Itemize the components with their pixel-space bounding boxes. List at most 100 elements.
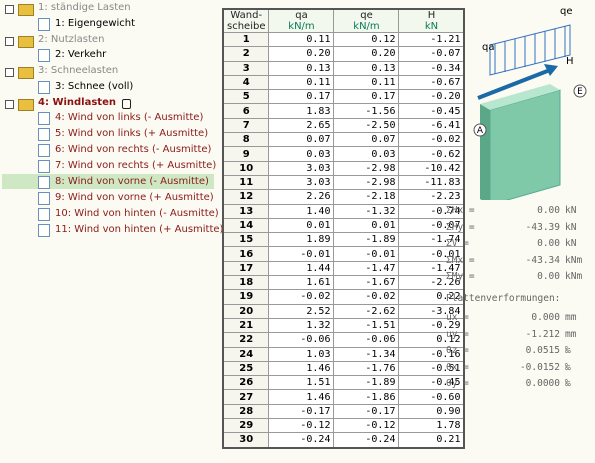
table-cell: 1.89: [268, 232, 335, 248]
table-cell: 0.07: [333, 132, 400, 148]
table-row: 14 0.01 0.01 -0.07: [222, 217, 465, 234]
table-cell: 4: [222, 74, 270, 91]
result-label: θz =: [446, 345, 469, 356]
table-cell: -0.02: [268, 289, 335, 305]
header-unit: kN: [424, 21, 439, 32]
table-cell: -0.12: [268, 418, 335, 434]
table-cell: -0.24: [333, 432, 400, 449]
selection: [2, 174, 214, 189]
table-cell: -1.32: [333, 203, 400, 219]
result-value: 0.0515: [525, 345, 560, 356]
header-line: H: [427, 10, 436, 21]
table-cell: 5: [222, 89, 270, 105]
result-label: ΣMx =: [446, 254, 475, 266]
case-icon: [38, 176, 50, 189]
table-cell: -0.60: [398, 389, 465, 405]
table-cell: 14: [222, 217, 270, 234]
case-label: 10: Wind von hinten (- Ausmitte): [55, 208, 219, 219]
table-cell: -0.74: [398, 203, 465, 219]
lock-icon: [122, 98, 131, 109]
table-cell: 3.03: [268, 160, 335, 176]
case-label: 2: Verkehr: [55, 49, 107, 60]
label-e: E: [577, 87, 583, 97]
result-value: 0.0000: [525, 378, 560, 389]
result-label: uy =: [446, 328, 469, 340]
case-icon: [38, 160, 50, 173]
table-cell: 24: [222, 346, 270, 362]
table-cell: -6.41: [398, 117, 465, 134]
group-label: 2: Nutzlasten: [38, 33, 105, 45]
result-unit: mm: [565, 312, 577, 323]
marker-a: [473, 123, 487, 137]
folder-icon: [18, 67, 34, 79]
result-unit: kNm: [565, 271, 583, 282]
header-line: qe: [360, 10, 373, 21]
table-cell: 10: [222, 160, 270, 176]
label-a: A: [477, 126, 484, 136]
table-cell: 1.44: [268, 260, 335, 277]
case-icon: [38, 224, 50, 237]
table-row: 13 1.40 -1.32 -0.74: [222, 203, 465, 219]
arrow-head: [544, 64, 558, 76]
table-cell: 12: [222, 189, 270, 205]
column-header: qe kN/m: [333, 8, 400, 33]
case-label: 6: Wind von rechts (- Ausmitte): [55, 144, 212, 155]
result-value: 0.00: [537, 271, 560, 282]
table-cell: -1.89: [333, 375, 400, 391]
table-cell: 2.52: [268, 303, 335, 319]
table-cell: -2.98: [333, 174, 400, 191]
table-row: 9 0.03 0.03 -0.62: [222, 146, 465, 162]
result-label: ΣHx =: [446, 205, 475, 216]
table-row: 8 0.07 0.07 -0.02: [222, 132, 465, 148]
table-row: 12 2.26 -2.18 -2.23: [222, 189, 465, 205]
group-label: 3: Schneelasten: [38, 65, 119, 76]
table-cell: 0.03: [333, 146, 400, 162]
result-unit: mm: [565, 328, 577, 340]
table-cell: -0.24: [268, 432, 335, 449]
wall-side: [480, 104, 490, 200]
header-line: Wand-: [230, 10, 263, 21]
table-row: 10 3.03 -2.98 -10.42: [222, 160, 465, 176]
table-cell: 1.40: [268, 203, 335, 219]
table-cell: 0.12: [333, 31, 400, 48]
table-cell: 9: [222, 146, 270, 162]
result-label: θx =: [446, 361, 469, 373]
table-cell: -0.17: [333, 403, 400, 420]
table-row: 21 1.32 -1.51 -0.29: [222, 317, 465, 334]
table-cell: -1.34: [333, 346, 400, 362]
table-row: 2 0.20 0.20 -0.07: [222, 46, 465, 62]
table-row: 29 -0.12 -0.12 1.78: [222, 418, 465, 434]
table-cell: -2.18: [333, 189, 400, 205]
header-line: qa: [295, 10, 308, 21]
table-row: 18 1.61 -1.67 -2.26: [222, 275, 465, 291]
result-label: ΣMy =: [446, 271, 475, 282]
header-unit: kN/m: [353, 21, 380, 32]
table-cell: -0.62: [398, 146, 465, 162]
table-cell: -10.42: [398, 160, 465, 176]
table-cell: 1.61: [268, 275, 335, 291]
section-title: Plattenverformungen:: [446, 293, 561, 304]
table-cell: -1.76: [333, 360, 400, 377]
result-unit: ‰: [565, 361, 571, 373]
table-cell: -0.06: [268, 332, 335, 348]
table-cell: 16: [222, 246, 270, 262]
table-cell: -0.02: [333, 289, 400, 305]
load-diagram: qe qa H E A: [473, 6, 587, 200]
table-row: 19 -0.02 -0.02 0.22: [222, 289, 465, 305]
table-cell: 3: [222, 60, 270, 76]
table-row: 28 -0.17 -0.17 0.90: [222, 403, 465, 420]
table-cell: -0.01: [333, 246, 400, 262]
table-row: 3 0.13 0.13 -0.34: [222, 60, 465, 76]
result-value: -1.212: [525, 328, 560, 340]
expander-box: [5, 99, 14, 109]
table-row: 26 1.51 -1.89 -0.45: [222, 375, 465, 391]
load-arrows: [494, 26, 566, 74]
table-row: 17 1.44 -1.47 -1.47: [222, 260, 465, 277]
table-cell: -1.86: [333, 389, 400, 405]
expander-box: [5, 36, 14, 46]
result-value: -0.0152: [519, 361, 560, 373]
table-cell: -1.67: [333, 275, 400, 291]
case-icon: [38, 80, 50, 94]
table-cell: -1.47: [333, 260, 400, 277]
